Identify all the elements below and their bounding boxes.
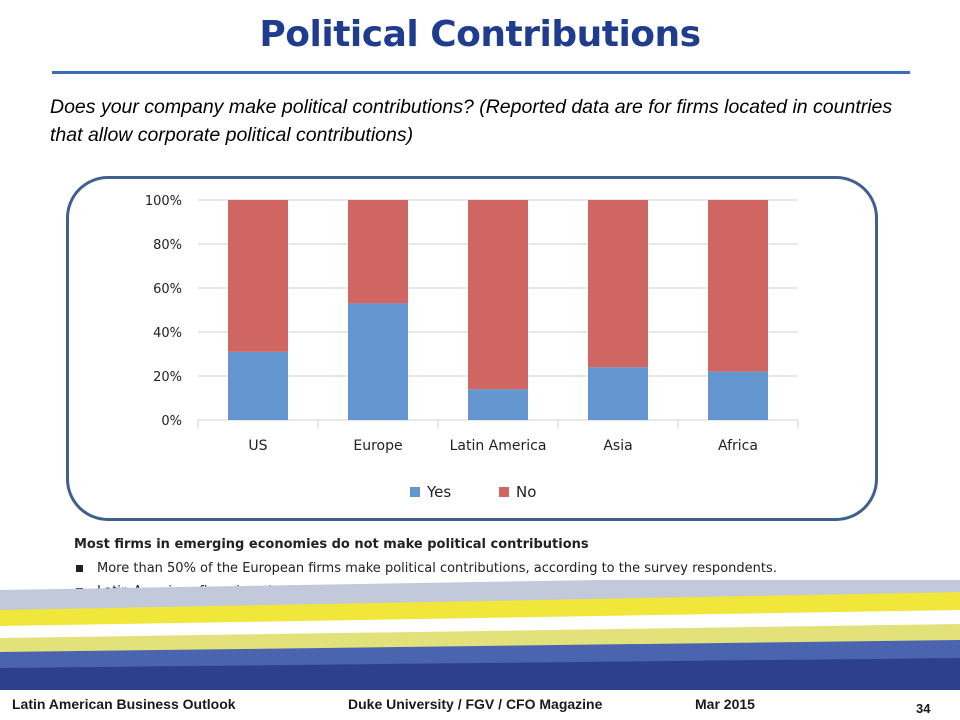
legend-label: No — [516, 483, 536, 501]
bar-no — [228, 200, 288, 352]
y-tick-label: 0% — [161, 414, 182, 429]
page-number: 34 — [916, 701, 931, 716]
stacked-bar-chart: 0% 20% 40% 60% 80% 100% US Europe Latin America A… — [145, 194, 799, 501]
note-text: More than 50% of the European firms make… — [97, 561, 777, 576]
y-tick-label: 100% — [145, 194, 182, 209]
legend-swatch — [410, 487, 420, 497]
bar-no — [588, 200, 648, 368]
legend-label: Yes — [426, 483, 451, 501]
bar-no — [348, 200, 408, 304]
footer-center-text: Duke University / FGV / CFO Magazine — [348, 696, 603, 712]
square-bullet-icon — [76, 565, 83, 572]
y-tick-label: 20% — [153, 370, 182, 385]
title-divider — [52, 71, 910, 74]
legend-swatch — [499, 487, 509, 497]
bar-yes — [228, 351, 288, 420]
bar-no — [708, 200, 768, 372]
x-tick-label: US — [248, 438, 267, 454]
y-tick-label: 80% — [153, 238, 182, 253]
footer-left-text: Latin American Business Outlook — [12, 696, 236, 712]
x-tick-label: Africa — [718, 438, 758, 454]
y-tick-label: 60% — [153, 282, 182, 297]
survey-question: Does your company make political contrib… — [50, 96, 893, 146]
x-tick-label: Asia — [603, 438, 632, 454]
slide-title: Political Contributions — [259, 14, 701, 55]
footer-date: Mar 2015 — [695, 696, 755, 712]
bar-yes — [468, 389, 528, 420]
notes-heading: Most firms in emerging economies do not … — [74, 537, 589, 552]
bar-no — [468, 200, 528, 390]
note-bullet: More than 50% of the European firms make… — [74, 561, 934, 576]
bar-yes — [588, 367, 648, 420]
x-tick-label: Europe — [353, 438, 402, 454]
bar-yes — [708, 371, 768, 420]
x-tick-label: Latin America — [450, 438, 547, 454]
decorative-wave-band — [0, 580, 960, 690]
footer: Latin American Business Outlook Duke Uni… — [0, 690, 960, 720]
bar-yes — [348, 303, 408, 420]
y-tick-label: 40% — [153, 326, 182, 341]
